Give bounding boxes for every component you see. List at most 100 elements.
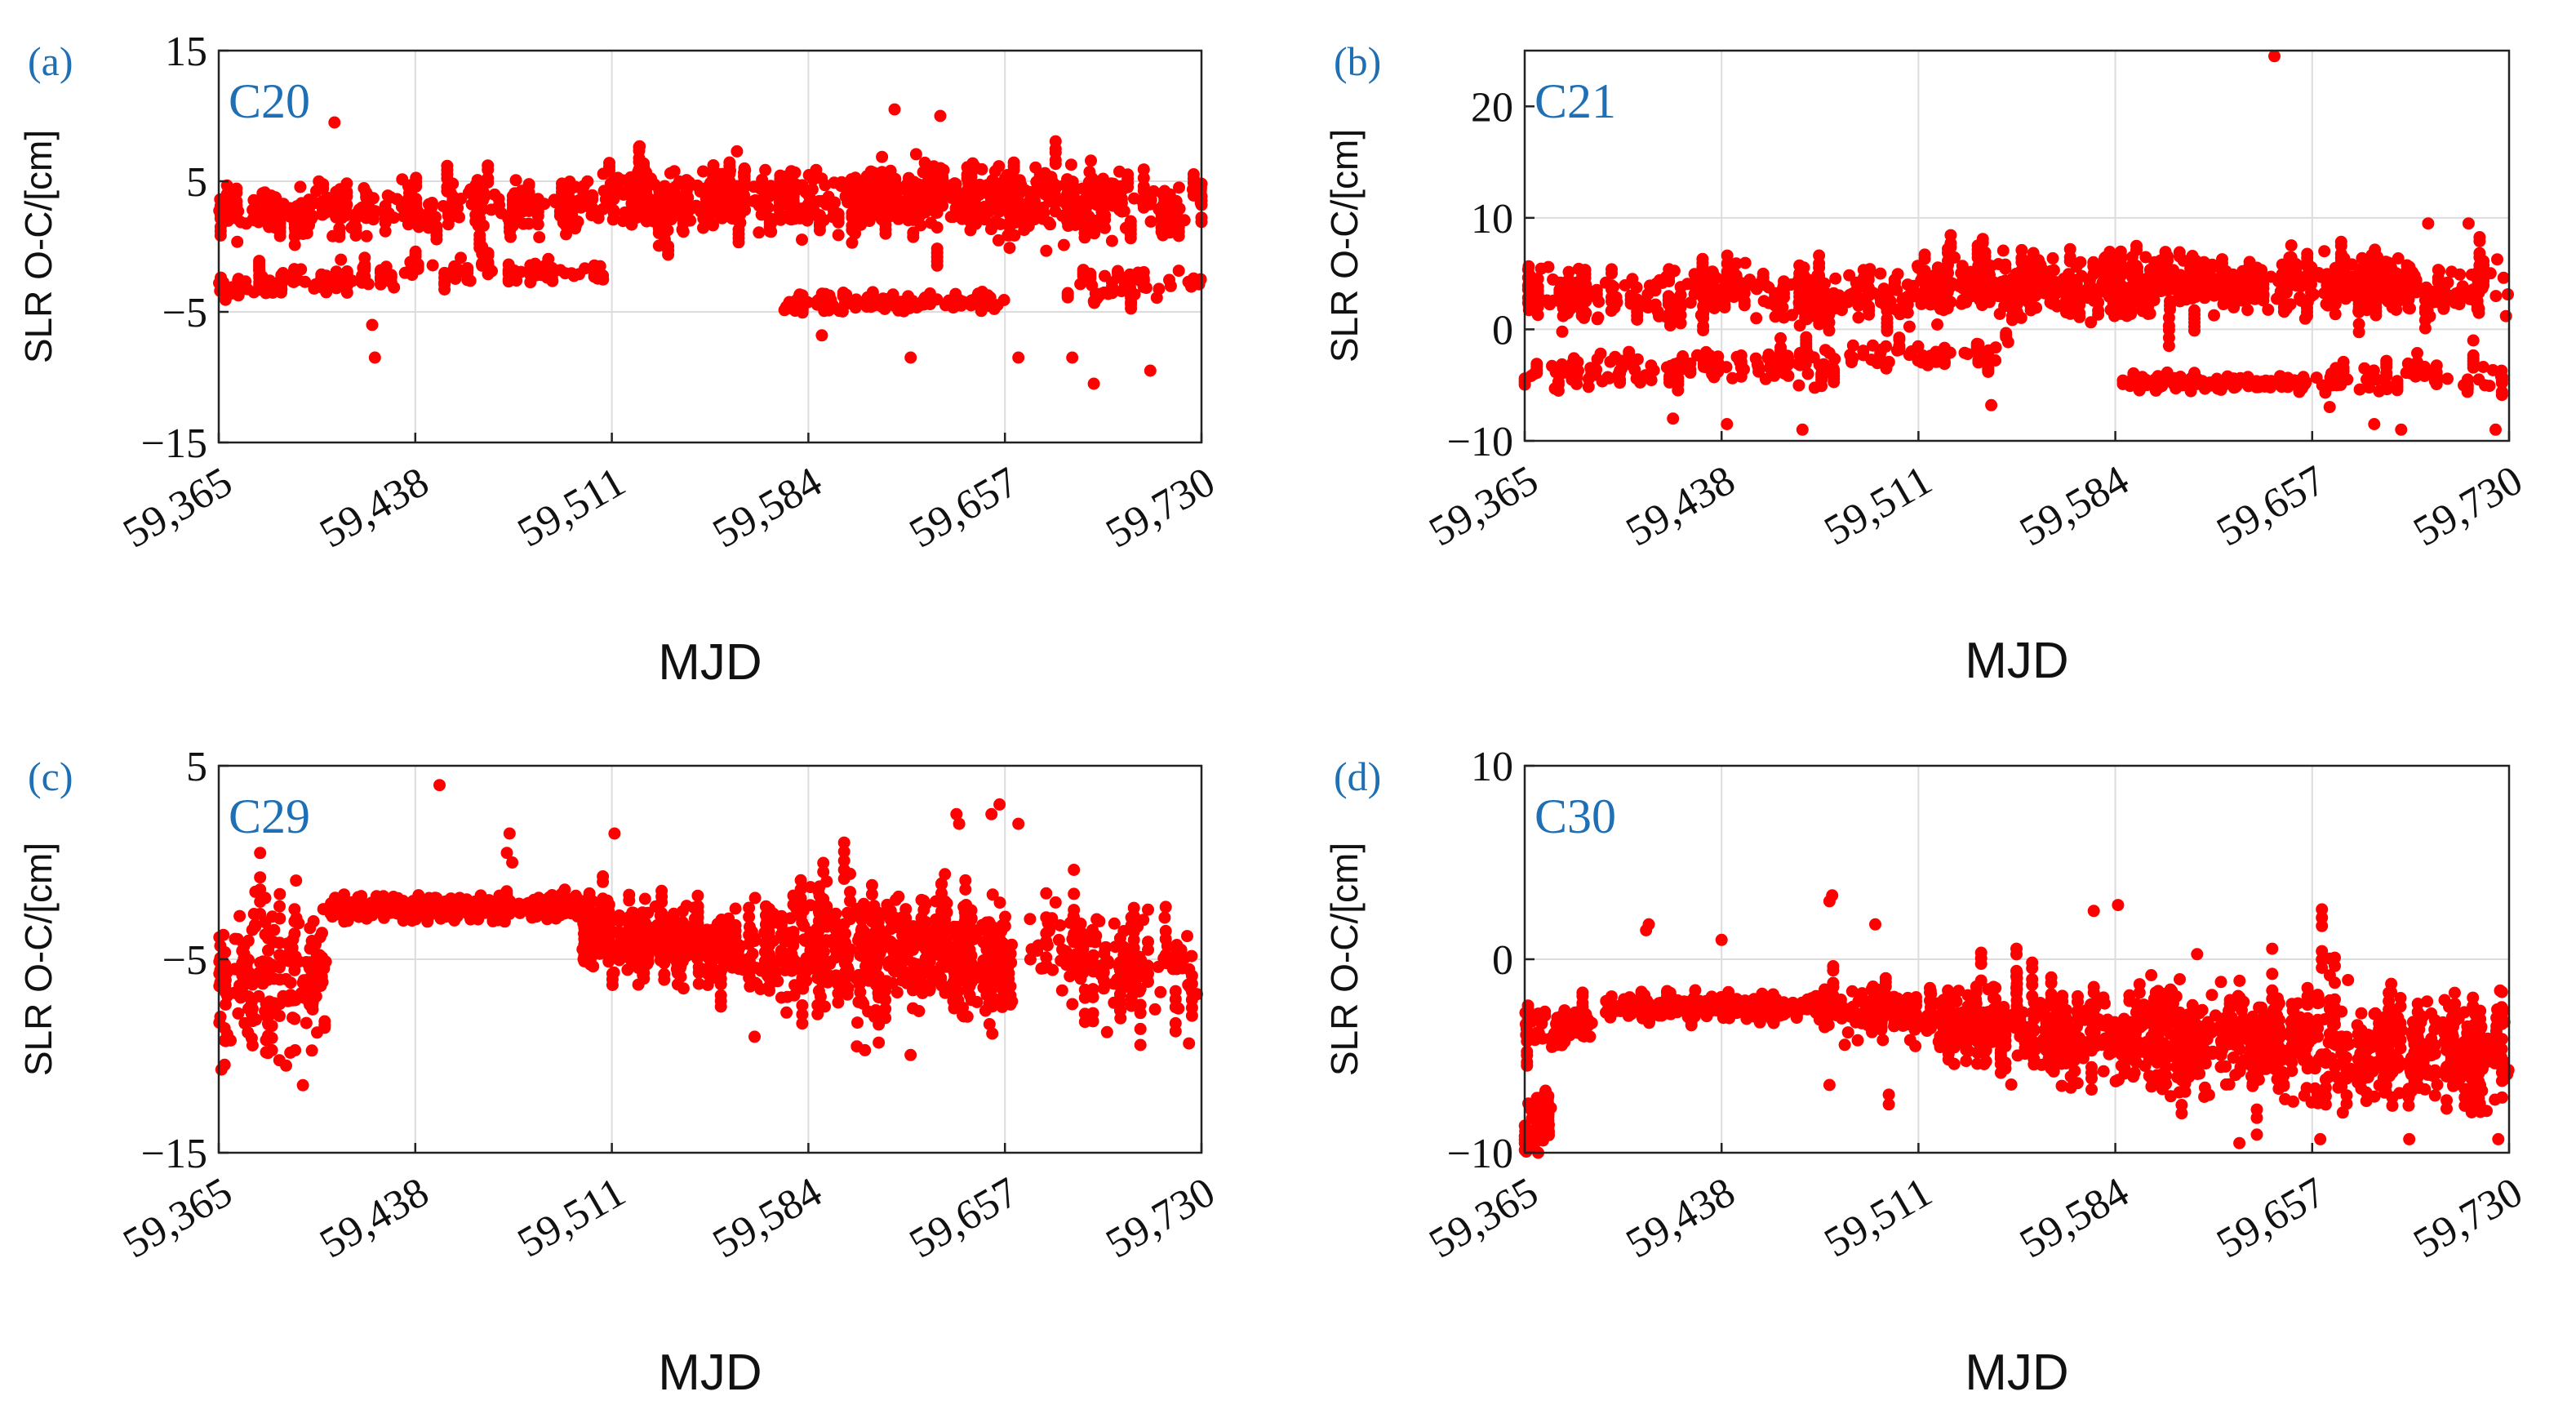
data-point bbox=[1663, 319, 1677, 332]
data-point bbox=[247, 908, 260, 920]
data-point bbox=[677, 225, 690, 238]
data-point bbox=[838, 292, 851, 305]
data-point bbox=[1049, 135, 1062, 148]
scatter-series bbox=[1518, 50, 2514, 436]
data-point bbox=[482, 176, 495, 189]
data-point bbox=[1871, 357, 1884, 370]
data-point bbox=[904, 351, 917, 364]
data-point bbox=[1630, 281, 1643, 294]
data-point bbox=[2125, 308, 2138, 321]
data-point bbox=[1982, 365, 1995, 378]
data-point bbox=[214, 193, 227, 206]
data-point bbox=[1049, 205, 1062, 218]
plot-frame bbox=[217, 49, 1203, 444]
data-point bbox=[522, 178, 535, 191]
data-point bbox=[288, 238, 301, 251]
data-point bbox=[221, 989, 233, 1003]
data-point bbox=[1531, 309, 1544, 322]
data-point bbox=[2418, 322, 2432, 335]
data-point bbox=[623, 888, 636, 901]
data-point bbox=[469, 208, 482, 221]
data-point bbox=[1721, 418, 1734, 430]
data-point bbox=[1069, 193, 1082, 207]
data-point bbox=[1937, 304, 1950, 317]
data-point bbox=[1829, 272, 1842, 285]
data-point bbox=[722, 189, 735, 202]
data-point bbox=[242, 1026, 255, 1039]
x-tick-label: 59,511 bbox=[1817, 457, 1940, 555]
data-point bbox=[2295, 295, 2308, 307]
data-point bbox=[262, 944, 274, 957]
data-point bbox=[1845, 356, 1858, 369]
data-point bbox=[1109, 195, 1122, 208]
data-point bbox=[876, 150, 889, 163]
data-point bbox=[932, 183, 945, 196]
data-point bbox=[230, 182, 243, 195]
data-point bbox=[2301, 247, 2314, 260]
data-point bbox=[2193, 270, 2206, 283]
data-point bbox=[1577, 305, 1590, 318]
data-point bbox=[2334, 235, 2347, 248]
data-point bbox=[476, 896, 489, 909]
data-point bbox=[1697, 305, 1710, 317]
data-point bbox=[668, 189, 681, 202]
data-point bbox=[846, 224, 859, 237]
data-point bbox=[2248, 377, 2261, 389]
data-point bbox=[819, 179, 832, 192]
data-point bbox=[360, 229, 373, 242]
data-point bbox=[410, 171, 423, 185]
data-point bbox=[1121, 168, 1135, 181]
data-point bbox=[1912, 260, 1924, 273]
data-point bbox=[738, 189, 750, 202]
data-point bbox=[2015, 264, 2028, 277]
data-point bbox=[2489, 290, 2503, 303]
data-point bbox=[262, 931, 274, 945]
data-point bbox=[2476, 282, 2489, 295]
data-point bbox=[1800, 331, 1813, 344]
data-point bbox=[2365, 301, 2378, 314]
data-point bbox=[2076, 291, 2088, 305]
data-point bbox=[2321, 287, 2334, 300]
data-point bbox=[662, 248, 675, 261]
data-point bbox=[2046, 251, 2059, 265]
data-point bbox=[1696, 252, 1709, 265]
data-point bbox=[218, 1034, 231, 1047]
data-point bbox=[330, 282, 343, 295]
data-point bbox=[234, 991, 247, 1004]
data-point bbox=[522, 190, 535, 203]
data-point bbox=[1088, 227, 1101, 240]
data-point bbox=[918, 156, 931, 169]
data-point bbox=[1823, 346, 1836, 359]
data-point bbox=[1813, 249, 1826, 262]
y-tick-label: 10 bbox=[1471, 196, 1513, 242]
data-point bbox=[508, 265, 521, 277]
data-point bbox=[340, 189, 353, 202]
data-point bbox=[2441, 372, 2454, 385]
data-point bbox=[1684, 296, 1697, 309]
data-point bbox=[2323, 401, 2336, 414]
data-point bbox=[597, 870, 610, 883]
data-point bbox=[1571, 356, 1584, 368]
data-point bbox=[2208, 309, 2220, 322]
data-point bbox=[824, 293, 837, 306]
data-point bbox=[988, 165, 1002, 178]
data-point bbox=[2437, 301, 2450, 314]
data-point bbox=[1774, 331, 1787, 345]
data-point bbox=[2132, 279, 2145, 292]
data-point bbox=[402, 205, 415, 218]
data-point bbox=[2060, 273, 2072, 287]
data-point bbox=[269, 1007, 282, 1020]
data-point bbox=[968, 293, 981, 306]
data-point bbox=[2321, 268, 2334, 281]
data-point bbox=[713, 167, 726, 180]
data-point bbox=[508, 900, 521, 913]
data-point bbox=[645, 172, 657, 185]
data-point bbox=[2371, 373, 2383, 386]
data-point bbox=[2211, 276, 2224, 289]
data-point bbox=[366, 318, 379, 331]
data-point bbox=[409, 245, 422, 258]
data-point bbox=[1734, 370, 1748, 383]
y-tick-label: −15 bbox=[141, 420, 207, 467]
data-point bbox=[2380, 354, 2393, 367]
data-point bbox=[320, 286, 333, 299]
